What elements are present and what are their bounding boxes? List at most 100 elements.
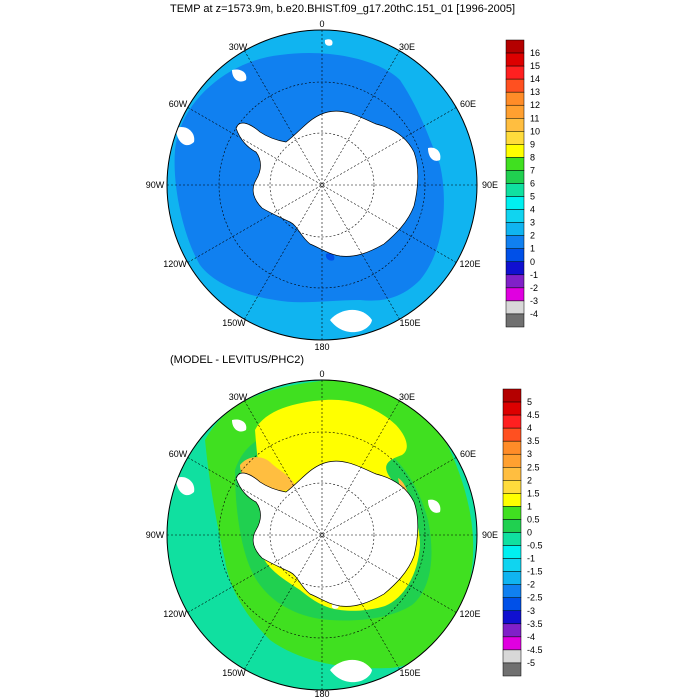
colorbar-label: -3 [530, 296, 538, 306]
colorbar-swatch [505, 222, 525, 236]
colorbar-label: 9 [530, 139, 535, 149]
colorbar-label: 5 [527, 397, 532, 407]
lon-label: 120W [163, 609, 187, 619]
panel1-temperature-field [167, 30, 477, 340]
colorbar-swatch [502, 662, 522, 677]
colorbar-swatch [505, 196, 525, 210]
colorbar-label: -3.5 [527, 619, 543, 629]
colorbar-swatch [505, 235, 525, 249]
colorbar-label: 3.5 [527, 436, 540, 446]
lon-label: 90W [146, 530, 165, 540]
colorbar-label: 4 [530, 205, 535, 215]
colorbar-swatch [502, 545, 522, 559]
colorbar-label: 3 [527, 449, 532, 459]
colorbar-swatch [505, 78, 525, 93]
colorbar-swatch [502, 584, 522, 598]
colorbar-swatch [505, 39, 525, 54]
colorbar-swatch [505, 157, 525, 171]
lon-label: 180 [314, 342, 329, 352]
lon-label: 30W [229, 392, 248, 402]
colorbar-swatch [502, 414, 522, 429]
colorbar-label: -4 [530, 309, 538, 319]
colorbar-label: 2.5 [527, 462, 540, 472]
lon-label: 60E [460, 449, 476, 459]
panel1-map-boundary [166, 29, 478, 341]
colorbar-swatch [502, 480, 522, 494]
colorbar-label: -0.5 [527, 541, 543, 551]
lon-label: 150E [399, 318, 420, 328]
colorbar-swatch [502, 558, 522, 572]
lon-label: 150E [399, 668, 420, 678]
colorbar-label: 6 [530, 179, 535, 189]
panel1-graticule [167, 30, 477, 340]
lon-label: 120E [459, 609, 480, 619]
colorbar-swatch [502, 610, 522, 625]
lon-label: 0 [319, 369, 324, 379]
colorbar-swatch [505, 313, 525, 328]
lon-label: 120E [459, 259, 480, 269]
colorbar-label: 14 [530, 74, 540, 84]
colorbar-label: -5 [527, 658, 535, 668]
colorbar-swatch [505, 118, 525, 132]
colorbar-swatch [502, 440, 522, 455]
colorbar-swatch [505, 52, 525, 67]
lon-label: 90E [482, 180, 498, 190]
colorbar-swatch [502, 623, 522, 638]
colorbar-label: 3 [530, 218, 535, 228]
lon-label: 0 [319, 19, 324, 29]
colorbar-label: 5 [530, 192, 535, 202]
panel2-title: (MODEL - LEVITUS/PHC2) [170, 354, 305, 366]
lon-label: 120W [163, 259, 187, 269]
panel2-graticule [167, 380, 477, 690]
colorbar-label: -2.5 [527, 593, 543, 603]
colorbar-label: 11 [530, 113, 539, 123]
colorbar-label: 0 [530, 257, 535, 267]
colorbar-label: 1 [527, 501, 532, 511]
colorbar-swatch [505, 248, 525, 263]
colorbar-swatch [502, 388, 522, 403]
lon-label: 30E [399, 392, 415, 402]
colorbar-label: 1.5 [527, 488, 540, 498]
colorbar-label: 4 [527, 423, 532, 433]
colorbar-swatch [502, 571, 522, 585]
colorbar-swatch [502, 597, 522, 612]
colorbar-label: 2 [527, 475, 532, 485]
colorbar-label: 2 [530, 231, 535, 241]
colorbar-swatch [502, 636, 522, 651]
lon-label: 150W [222, 318, 246, 328]
colorbar-swatch [505, 104, 525, 119]
colorbar-swatch [502, 453, 522, 468]
panel2-longitude-labels: 0 30E 60E 90E 120E 150E 180 150W 120W 90… [146, 369, 498, 699]
colorbar-label: -2 [530, 283, 538, 293]
panel2-map-boundary [166, 379, 478, 691]
colorbar-swatch [505, 274, 525, 289]
colorbar-swatch [502, 532, 522, 546]
colorbar-label: 12 [530, 100, 540, 110]
colorbar-label: -1.5 [527, 567, 543, 577]
lon-label: 30W [229, 42, 248, 52]
lon-label: 90E [482, 530, 498, 540]
colorbar-swatch [505, 91, 525, 106]
colorbar-label: -1 [530, 270, 538, 280]
colorbar-swatch [502, 493, 522, 507]
panel2-difference-field [167, 380, 477, 690]
colorbar-label: 10 [530, 126, 540, 136]
panel1-title: TEMP at z=1573.9m, b.e20.BHIST.f09_g17.2… [170, 3, 516, 15]
colorbar-swatch [505, 170, 525, 184]
colorbar-label: 15 [530, 61, 540, 71]
colorbar-label: 4.5 [527, 410, 540, 420]
colorbar-swatch [505, 131, 525, 145]
colorbar-label: 1 [530, 244, 535, 254]
colorbar-swatch [505, 65, 525, 80]
colorbar-label: 7 [530, 165, 535, 175]
colorbar-swatch [505, 287, 525, 302]
panel2-colorbar: 5 4.5 4 3.5 3 2.5 2 1.5 1 0.5 0 -0.5 -1 -1.5 -2 -2.5 -3 -… [502, 388, 543, 677]
colorbar-label: 8 [530, 152, 535, 162]
lon-label: 30E [399, 42, 415, 52]
lon-label: 150W [222, 668, 246, 678]
colorbar-swatch [505, 144, 525, 158]
lon-label: 180 [314, 689, 329, 699]
colorbar-label: -1 [527, 554, 535, 564]
